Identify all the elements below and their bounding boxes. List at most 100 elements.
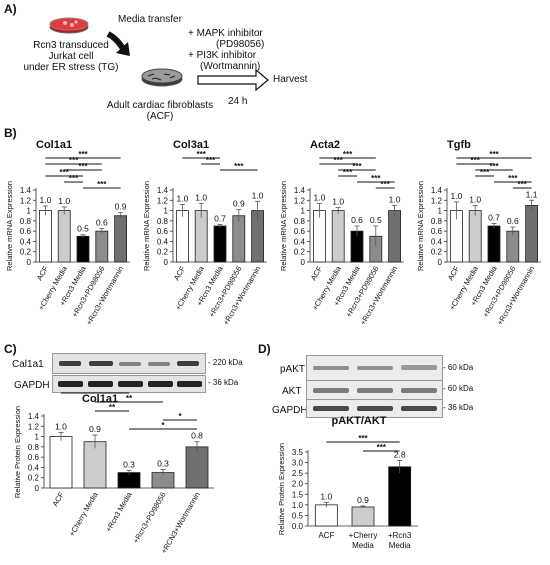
y-tick-label: 2.5 bbox=[292, 469, 304, 478]
y-tick-label: 0 bbox=[35, 484, 40, 493]
blot-label-pakt: pAKT bbox=[280, 364, 306, 375]
y-tick-label: 1.4 bbox=[294, 186, 306, 195]
significance-label: *** bbox=[334, 156, 344, 165]
y-tick-label: 1.5 bbox=[292, 490, 304, 499]
chart-title: Col3a1 bbox=[173, 139, 209, 151]
panel-d-label: D) bbox=[258, 342, 271, 356]
significance-label: ** bbox=[126, 394, 133, 403]
significance-label: *** bbox=[371, 174, 381, 183]
y-axis-label: Relative Protein Expression bbox=[277, 443, 286, 535]
significance-label: *** bbox=[343, 150, 353, 159]
y-tick-label: 0.6 bbox=[431, 227, 443, 236]
fibroblast-dish-icon bbox=[141, 68, 183, 87]
significance-label: *** bbox=[471, 156, 481, 165]
x-tick-label: ACF bbox=[309, 264, 325, 282]
bar bbox=[313, 210, 326, 263]
significance-label: *** bbox=[489, 150, 499, 159]
cell-text-line: Rcn3 transduced bbox=[33, 40, 109, 51]
data-label: 1.0 bbox=[332, 196, 344, 206]
bar bbox=[83, 441, 107, 489]
data-label: 1.0 bbox=[389, 194, 401, 204]
data-label: 1.0 bbox=[469, 194, 481, 204]
significance-label: *** bbox=[60, 168, 70, 177]
western-blot-cal1a1 bbox=[52, 353, 206, 374]
data-label: 1.0 bbox=[252, 190, 264, 200]
x-tick-label: Media bbox=[389, 541, 411, 550]
bar bbox=[388, 466, 412, 527]
x-tick-label: Media bbox=[352, 541, 374, 550]
panel-a-graphics bbox=[49, 17, 269, 92]
significance-label: *** bbox=[480, 168, 490, 177]
fibro-text-line: (ACF) bbox=[146, 111, 174, 122]
significance-label: *** bbox=[97, 180, 107, 189]
kda-label: - 60 kDa bbox=[443, 384, 474, 393]
y-tick-label: 1.2 bbox=[20, 196, 32, 205]
chart-title: Acta2 bbox=[310, 139, 340, 151]
chart-title: pAKT/AKT bbox=[332, 415, 387, 427]
y-axis-label: Relative Protein Expression bbox=[13, 406, 22, 498]
bar bbox=[213, 225, 227, 263]
chart-col3a1-mrna: Col3a1 Relative mRNA Expression 00.2 0.40.6… bbox=[142, 139, 267, 327]
bar bbox=[176, 210, 189, 263]
panel-a-label: A) bbox=[4, 2, 17, 16]
data-label: 0.7 bbox=[214, 213, 226, 223]
bar bbox=[468, 210, 482, 263]
y-axis-label: Relative mRNA Expression bbox=[279, 181, 288, 271]
y-tick-label: 0.2 bbox=[28, 474, 40, 483]
significance-label: *** bbox=[197, 150, 207, 159]
significance-label: *** bbox=[343, 168, 353, 177]
y-tick-label: 0 bbox=[27, 258, 32, 267]
bar bbox=[232, 215, 246, 263]
bar bbox=[487, 225, 501, 263]
y-axis-label: Relative mRNA Expression bbox=[142, 181, 151, 271]
x-tick-label: +Cherry bbox=[349, 531, 378, 540]
y-tick-label: 0.6 bbox=[20, 227, 32, 236]
y-tick-label: 1.4 bbox=[20, 186, 32, 195]
data-label: 0.3 bbox=[157, 458, 169, 468]
bar bbox=[185, 446, 209, 489]
data-label: 1.0 bbox=[39, 195, 51, 205]
bar bbox=[351, 506, 375, 527]
significance-label: * bbox=[161, 421, 165, 430]
y-tick-label: 0.6 bbox=[157, 227, 169, 236]
significance-label: *** bbox=[78, 162, 88, 171]
significance-label: *** bbox=[489, 162, 499, 171]
bar bbox=[95, 230, 109, 263]
y-axis-label: Relative mRNA Expression bbox=[416, 181, 425, 271]
curved-arrow-icon bbox=[106, 31, 130, 56]
inhibitor-line: (PD98056) bbox=[216, 39, 265, 50]
y-tick-label: 0.8 bbox=[431, 217, 443, 226]
y-tick-label: 1 bbox=[164, 207, 169, 216]
bar bbox=[114, 215, 127, 263]
y-tick-label: 0 bbox=[164, 258, 169, 267]
harvest-text: Harvest bbox=[273, 74, 308, 85]
x-tick-label: +RCN3+Wortmannin bbox=[159, 491, 202, 556]
y-tick-label: 0 bbox=[301, 258, 306, 267]
significance-label: ** bbox=[92, 392, 99, 394]
data-label: 2.8 bbox=[394, 449, 406, 459]
significance-label: *** bbox=[206, 156, 216, 165]
y-tick-label: 1.4 bbox=[431, 186, 443, 195]
western-blot-gapdh-c bbox=[52, 375, 206, 393]
western-blot-akt bbox=[306, 380, 443, 401]
kda-label: - 36 kDa bbox=[443, 403, 474, 412]
data-label: 1.1 bbox=[526, 189, 538, 199]
data-label: 0.3 bbox=[123, 460, 135, 470]
y-tick-label: 0.4 bbox=[28, 463, 40, 472]
y-tick-label: 1.0 bbox=[292, 501, 304, 510]
significance-label: *** bbox=[358, 434, 368, 443]
y-tick-label: 1.2 bbox=[28, 422, 40, 431]
cell-text-line: Jurkat cell bbox=[48, 51, 94, 62]
significance-label: ** bbox=[109, 403, 116, 412]
bar bbox=[331, 210, 345, 263]
significance-label: *** bbox=[69, 156, 79, 165]
y-tick-label: 0.2 bbox=[157, 248, 169, 257]
data-label: 0.6 bbox=[351, 215, 363, 225]
y-tick-label: 1 bbox=[35, 433, 40, 442]
data-label: 0.5 bbox=[77, 224, 89, 234]
y-tick-label: 0.4 bbox=[294, 237, 306, 246]
culture-dish-icon bbox=[49, 17, 89, 34]
chart-title: Tgfb bbox=[447, 139, 471, 151]
